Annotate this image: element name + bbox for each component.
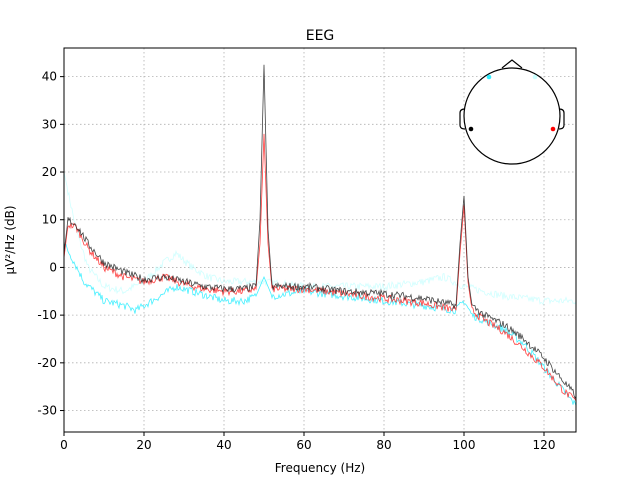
x-axis-label: Frequency (Hz) bbox=[275, 461, 366, 475]
sensor-dot-front-right bbox=[532, 74, 538, 80]
sensor-dot-left bbox=[468, 126, 474, 132]
y-tick-label: 40 bbox=[42, 70, 57, 84]
x-tick-label: 80 bbox=[376, 438, 391, 452]
psd-line-0 bbox=[63, 171, 577, 306]
psd-line-1 bbox=[63, 243, 577, 406]
x-tick-label: 20 bbox=[136, 438, 151, 452]
series-lines bbox=[63, 64, 577, 406]
y-tick-label: 10 bbox=[42, 213, 57, 227]
y-tick-label: -20 bbox=[37, 356, 57, 370]
chart-title: EEG bbox=[306, 28, 335, 44]
y-axis-label: µV²/Hz (dB) bbox=[3, 205, 17, 274]
y-tick-label: 30 bbox=[42, 117, 57, 131]
sensor-dot-front-left bbox=[486, 74, 492, 80]
x-tick-label: 100 bbox=[453, 438, 476, 452]
y-tick-label: -10 bbox=[37, 308, 57, 322]
x-tick-label: 0 bbox=[60, 438, 68, 452]
y-tick-label: -30 bbox=[37, 404, 57, 418]
head-nose bbox=[501, 59, 523, 69]
plot-frame bbox=[63, 47, 577, 433]
x-tick-label: 40 bbox=[216, 438, 231, 452]
x-tick-label: 120 bbox=[533, 438, 556, 452]
x-tick-label: 60 bbox=[296, 438, 311, 452]
y-tick-label: 20 bbox=[42, 165, 57, 179]
psd-line-3 bbox=[63, 64, 577, 400]
y-tick-label: 0 bbox=[49, 260, 57, 274]
x-ticks: 0 20 40 60 80 100 120 bbox=[60, 432, 555, 452]
sensor-dot-right bbox=[550, 126, 556, 132]
psd-line-2 bbox=[63, 133, 577, 402]
head-outline bbox=[463, 67, 561, 165]
sensor-head-inset bbox=[459, 59, 565, 165]
y-ticks: -30 -20 -10 0 10 20 30 40 bbox=[37, 70, 64, 418]
